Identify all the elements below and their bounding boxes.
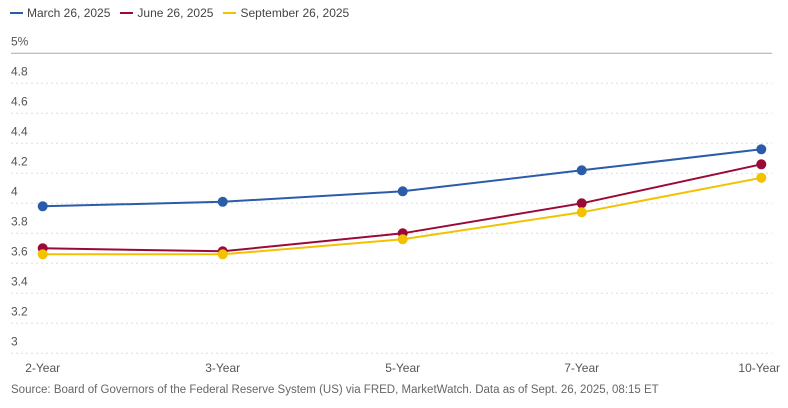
y-tick-label: 4.2 — [11, 154, 28, 168]
data-point — [217, 249, 228, 260]
legend: March 26, 2025 June 26, 2025 September 2… — [10, 6, 349, 20]
y-tick-label: 4 — [11, 184, 18, 198]
data-point — [37, 201, 48, 212]
x-tick-label: 2-Year — [25, 361, 60, 375]
data-point — [576, 165, 587, 176]
data-point — [217, 196, 228, 207]
x-tick-label: 10-Year — [738, 361, 780, 375]
data-point — [576, 207, 587, 218]
y-tick-label: 4.4 — [11, 124, 28, 138]
legend-item: June 26, 2025 — [120, 6, 213, 20]
data-point — [576, 198, 587, 209]
x-tick-label: 3-Year — [205, 361, 240, 375]
y-tick-label: 3.4 — [11, 274, 28, 288]
data-point — [397, 186, 408, 197]
x-tick-label: 7-Year — [564, 361, 599, 375]
x-tick-label: 5-Year — [385, 361, 420, 375]
data-point — [756, 159, 767, 170]
y-tick-label: 3 — [11, 334, 18, 348]
legend-label: September 26, 2025 — [240, 6, 350, 20]
y-tick-label: 5% — [11, 34, 29, 48]
data-point — [37, 249, 48, 260]
y-tick-label: 4.6 — [11, 94, 28, 108]
y-tick-label: 3.8 — [11, 214, 28, 228]
y-tick-label: 4.8 — [11, 64, 28, 78]
legend-item: September 26, 2025 — [223, 6, 349, 20]
legend-label: March 26, 2025 — [27, 6, 111, 20]
y-tick-label: 3.2 — [11, 304, 28, 318]
legend-label: June 26, 2025 — [137, 6, 214, 20]
data-point — [756, 144, 767, 155]
data-point — [397, 234, 408, 245]
data-point — [756, 172, 767, 183]
y-tick-label: 3.6 — [11, 244, 28, 258]
legend-item: March 26, 2025 — [10, 6, 110, 20]
source-note: Source: Board of Governors of the Federa… — [11, 384, 659, 396]
